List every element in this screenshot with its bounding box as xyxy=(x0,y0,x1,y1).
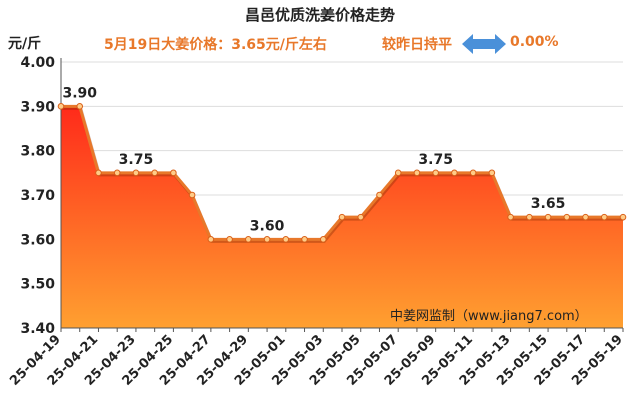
data-point xyxy=(245,236,252,243)
chart-title: 昌邑优质洗姜价格走势 xyxy=(244,6,395,24)
data-point xyxy=(394,169,402,177)
data-point xyxy=(507,213,514,221)
data-point xyxy=(563,213,571,221)
x-tick-labels: 25-04-1925-04-2125-04-2325-04-2525-04-27… xyxy=(7,332,626,389)
y-tick-labels: 4.00 3.90 3.80 3.70 3.60 3.50 3.40 xyxy=(20,55,55,337)
data-label: 3.90 xyxy=(62,85,97,101)
y-tick-label: 3.40 xyxy=(20,321,55,337)
data-point xyxy=(582,213,589,221)
double-arrow-icon xyxy=(462,34,506,54)
data-point xyxy=(432,169,439,177)
data-point xyxy=(469,169,477,177)
data-point xyxy=(170,169,177,177)
y-tick-label: 3.80 xyxy=(20,144,55,160)
data-point xyxy=(619,213,627,221)
y-tick-label: 3.70 xyxy=(20,188,55,204)
data-point xyxy=(95,169,102,177)
y-tick-label: 3.90 xyxy=(20,99,55,115)
data-label: 3.75 xyxy=(418,152,453,168)
data-point xyxy=(544,213,552,221)
data-point xyxy=(376,191,383,199)
data-point xyxy=(319,236,327,243)
data-point xyxy=(226,236,233,243)
data-label: 3.75 xyxy=(119,152,154,168)
data-point xyxy=(338,213,346,221)
data-point xyxy=(207,236,215,243)
axes xyxy=(60,58,624,332)
data-point xyxy=(282,236,290,243)
data-point xyxy=(151,169,158,177)
y-tick-label: 3.50 xyxy=(20,277,55,293)
data-point xyxy=(113,169,121,177)
data-point xyxy=(600,213,608,221)
data-point xyxy=(413,169,421,177)
compare-percent: 0.00% xyxy=(510,34,559,50)
data-point xyxy=(526,213,533,221)
data-point xyxy=(451,169,458,177)
data-point xyxy=(357,213,365,221)
y-tick-label: 4.00 xyxy=(20,55,55,71)
watermark: 中姜网监制（www.jiang7.com） xyxy=(390,309,588,324)
area-series xyxy=(61,106,623,328)
compare-label: 较昨日持平 xyxy=(382,37,452,53)
data-point xyxy=(188,191,196,199)
data-point xyxy=(132,169,140,177)
data-point xyxy=(301,236,308,243)
data-labels: 3.90 3.75 3.60 3.75 3.65 xyxy=(62,85,565,234)
data-label: 3.60 xyxy=(250,218,285,234)
data-point xyxy=(57,103,65,110)
data-label: 3.65 xyxy=(531,196,566,212)
y-tick-label: 3.60 xyxy=(20,232,55,248)
area-fill xyxy=(61,106,623,328)
data-point xyxy=(76,103,84,110)
data-points xyxy=(57,103,627,243)
chart-subtitle: 5月19日大姜价格：3.65元/斤左右 xyxy=(104,37,327,53)
data-point xyxy=(263,236,271,243)
y-axis-unit: 元/斤 xyxy=(8,36,42,52)
data-point xyxy=(488,169,496,177)
